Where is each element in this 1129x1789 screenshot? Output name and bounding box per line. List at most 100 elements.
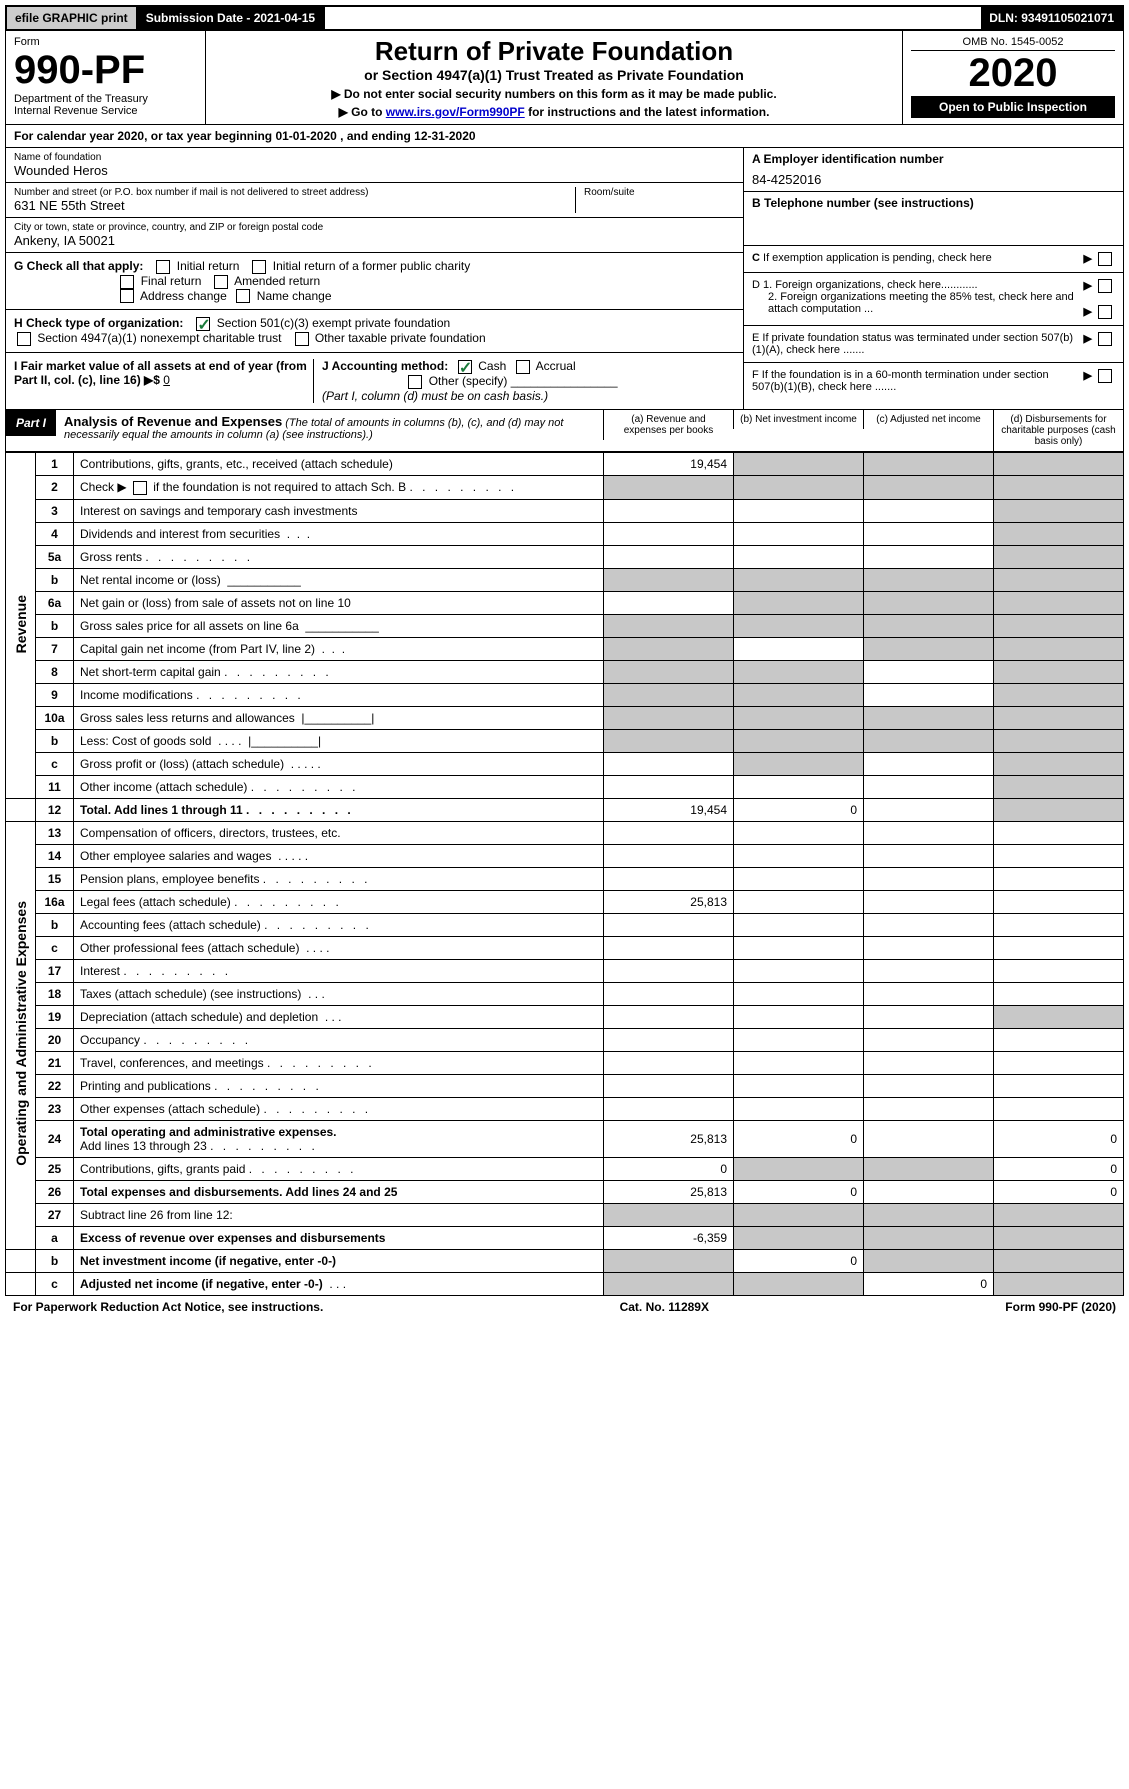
cb-e[interactable] [1098,332,1112,346]
row-23: Other expenses (attach schedule) [74,1097,604,1120]
row-24: Total operating and administrative expen… [74,1120,604,1157]
r25-d: 0 [994,1157,1124,1180]
form-header: Form 990-PF Department of the Treasury I… [5,31,1124,125]
col-a-head: (a) Revenue and expenses per books [603,410,733,440]
footer-left: For Paperwork Reduction Act Notice, see … [13,1300,323,1314]
r26-d: 0 [994,1180,1124,1203]
g-label: G Check all that apply: [14,259,143,273]
row-22: Printing and publications [74,1074,604,1097]
b-label: B Telephone number (see instructions) [752,196,1115,210]
col-d-head: (d) Disbursements for charitable purpose… [993,410,1123,451]
foundation-name: Wounded Heros [14,163,735,178]
j-label: J Accounting method: [322,359,448,373]
row-11: Other income (attach schedule) [74,775,604,798]
city: Ankeny, IA 50021 [14,233,735,248]
tax-year: 2020 [911,51,1115,96]
footer-mid: Cat. No. 11289X [620,1300,709,1314]
cb-name-change[interactable] [236,289,250,303]
r25-a: 0 [604,1157,734,1180]
row-19: Depreciation (attach schedule) and deple… [74,1005,604,1028]
footer-right: Form 990-PF (2020) [1005,1300,1116,1314]
row-10a: Gross sales less returns and allowances … [74,706,604,729]
cb-cash[interactable] [458,360,472,374]
row-6b: Gross sales price for all assets on line… [74,614,604,637]
city-label: City or town, state or province, country… [14,222,735,233]
cb-amended[interactable] [214,275,228,289]
row-20: Occupancy [74,1028,604,1051]
j-note: (Part I, column (d) must be on cash basi… [322,389,548,403]
cb-c[interactable] [1098,252,1112,266]
row-8: Net short-term capital gain [74,660,604,683]
revenue-label: Revenue [6,452,36,798]
cb-4947[interactable] [17,332,31,346]
row-16c: Other professional fees (attach schedule… [74,936,604,959]
check-ij: I Fair market value of all assets at end… [6,353,743,409]
row-7: Capital gain net income (from Part IV, l… [74,637,604,660]
r12-a: 19,454 [604,798,734,821]
irs-link[interactable]: www.irs.gov/Form990PF [386,105,525,119]
cb-d2[interactable] [1098,305,1112,319]
cb-final[interactable] [120,275,134,289]
part1-header: Part I Analysis of Revenue and Expenses … [5,410,1124,452]
g2: Initial return of a former public charit… [273,259,470,273]
row-12: Total. Add lines 1 through 11 [74,798,604,821]
row-13: Compensation of officers, directors, tru… [74,821,604,844]
c-text: If exemption application is pending, che… [763,252,992,264]
g4: Amended return [234,274,320,288]
row-18: Taxes (attach schedule) (see instruction… [74,982,604,1005]
row-25: Contributions, gifts, grants paid [74,1157,604,1180]
form-note-1: ▶ Do not enter social security numbers o… [214,87,894,101]
r1-a: 19,454 [604,452,734,475]
row-27a: Excess of revenue over expenses and disb… [74,1226,604,1249]
cb-schb[interactable] [133,481,147,495]
ein: 84-4252016 [752,172,1115,187]
row-27c: Adjusted net income (if negative, enter … [74,1272,604,1295]
form-label: Form [14,36,197,48]
part1-table: Revenue 1Contributions, gifts, grants, e… [5,452,1124,1296]
cb-initial[interactable] [156,260,170,274]
r24-a: 25,813 [604,1120,734,1157]
top-bar: efile GRAPHIC print Submission Date - 20… [5,5,1124,31]
e-text: E If private foundation status was termi… [752,332,1075,356]
row-21: Travel, conferences, and meetings [74,1051,604,1074]
form-subtitle: or Section 4947(a)(1) Trust Treated as P… [214,67,894,83]
j2: Accrual [536,359,576,373]
cb-other-taxable[interactable] [295,332,309,346]
cb-f[interactable] [1098,369,1112,383]
r27a-a: -6,359 [604,1226,734,1249]
i-value: 0 [163,373,170,387]
info-section: Name of foundation Wounded Heros Number … [5,148,1124,410]
r24-b: 0 [734,1120,864,1157]
r24-d: 0 [994,1120,1124,1157]
g1: Initial return [177,259,240,273]
row-2: Check ▶ if the foundation is not require… [74,475,604,499]
cb-accrual[interactable] [516,360,530,374]
room-label: Room/suite [584,187,735,198]
g6: Name change [257,289,332,303]
f-text: F If the foundation is in a 60-month ter… [752,369,1075,393]
row-6a: Net gain or (loss) from sale of assets n… [74,591,604,614]
cb-501c3[interactable] [196,317,210,331]
calendar-year: For calendar year 2020, or tax year begi… [5,125,1124,148]
row-14: Other employee salaries and wages . . . … [74,844,604,867]
form-note-2: ▶ Go to www.irs.gov/Form990PF for instru… [214,105,894,119]
a-label: A Employer identification number [752,152,1115,166]
cb-other-method[interactable] [408,375,422,389]
row-3: Interest on savings and temporary cash i… [74,499,604,522]
omb: OMB No. 1545-0052 [911,36,1115,51]
d2-text: 2. Foreign organizations meeting the 85%… [752,291,1075,315]
name-label: Name of foundation [14,152,735,163]
check-h: H Check type of organization: Section 50… [6,310,743,353]
row-26: Total expenses and disbursements. Add li… [74,1180,604,1203]
row-17: Interest [74,959,604,982]
note2-prefix: ▶ Go to [339,105,386,119]
row-10c: Gross profit or (loss) (attach schedule)… [74,752,604,775]
row-15: Pension plans, employee benefits [74,867,604,890]
row-10b: Less: Cost of goods sold . . . . |______… [74,729,604,752]
cb-initial-former[interactable] [252,260,266,274]
col-c-head: (c) Adjusted net income [863,410,993,429]
row-9: Income modifications [74,683,604,706]
cb-addr-change[interactable] [120,289,134,303]
r26-a: 25,813 [604,1180,734,1203]
cb-d1[interactable] [1098,279,1112,293]
